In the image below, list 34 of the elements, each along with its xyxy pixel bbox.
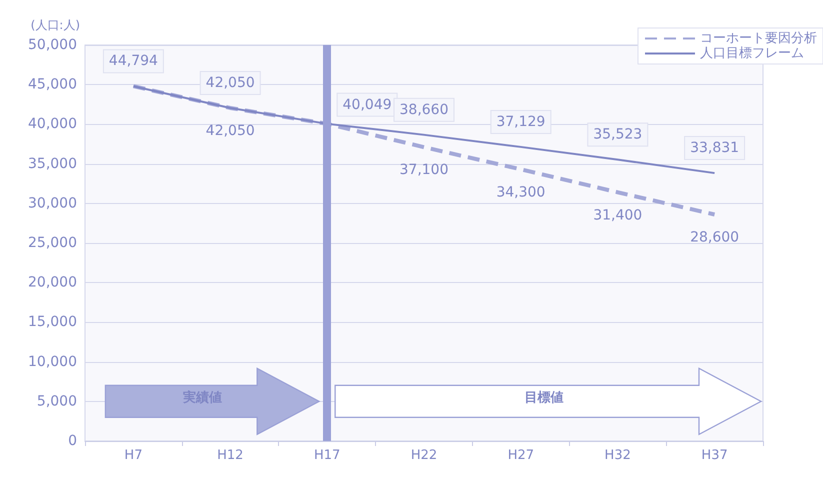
data-label: 38,660 bbox=[400, 102, 448, 118]
x-tick-label: H37 bbox=[701, 448, 728, 463]
x-tick-label: H12 bbox=[217, 448, 244, 463]
x-tick-label: H17 bbox=[314, 448, 340, 463]
y-tick-label: 40,000 bbox=[28, 116, 77, 132]
legend-label: 人口目標フレーム bbox=[700, 46, 804, 61]
y-tick-label: 0 bbox=[68, 433, 77, 449]
data-label: 35,523 bbox=[593, 126, 642, 143]
data-label: 34,300 bbox=[496, 184, 546, 200]
legend-label: コーホート要因分析 bbox=[700, 31, 817, 46]
data-label: 40,049 bbox=[342, 96, 392, 113]
x-tick-label: H27 bbox=[508, 448, 534, 463]
data-label: 44,794 bbox=[108, 53, 158, 70]
data-label: 37,100 bbox=[400, 162, 448, 178]
y-tick-label: 10,000 bbox=[28, 354, 77, 370]
data-label: 28,600 bbox=[690, 229, 740, 246]
y-tick-label: 25,000 bbox=[28, 235, 77, 251]
x-tick-label: H7 bbox=[124, 448, 142, 463]
data-label: 33,831 bbox=[690, 140, 740, 156]
y-tick-label: 35,000 bbox=[28, 156, 77, 172]
data-label: 42,050 bbox=[206, 122, 255, 139]
y-tick-label: 20,000 bbox=[28, 274, 77, 291]
data-label: 37,129 bbox=[496, 114, 546, 130]
data-label: 31,400 bbox=[593, 207, 642, 224]
y-tick-label: 30,000 bbox=[28, 195, 77, 212]
y-tick-label: 45,000 bbox=[28, 76, 77, 93]
y-tick-label: 15,000 bbox=[28, 314, 77, 330]
x-tick-label: H22 bbox=[410, 448, 438, 463]
data-label: 42,050 bbox=[206, 74, 255, 91]
x-tick-label: H32 bbox=[604, 448, 631, 463]
annotation: 目標値 bbox=[524, 390, 564, 406]
y-tick-label: 50,000 bbox=[28, 37, 77, 53]
y-tick-label: 5,000 bbox=[36, 393, 77, 410]
y-axis-title: (人口:人) bbox=[30, 18, 80, 32]
